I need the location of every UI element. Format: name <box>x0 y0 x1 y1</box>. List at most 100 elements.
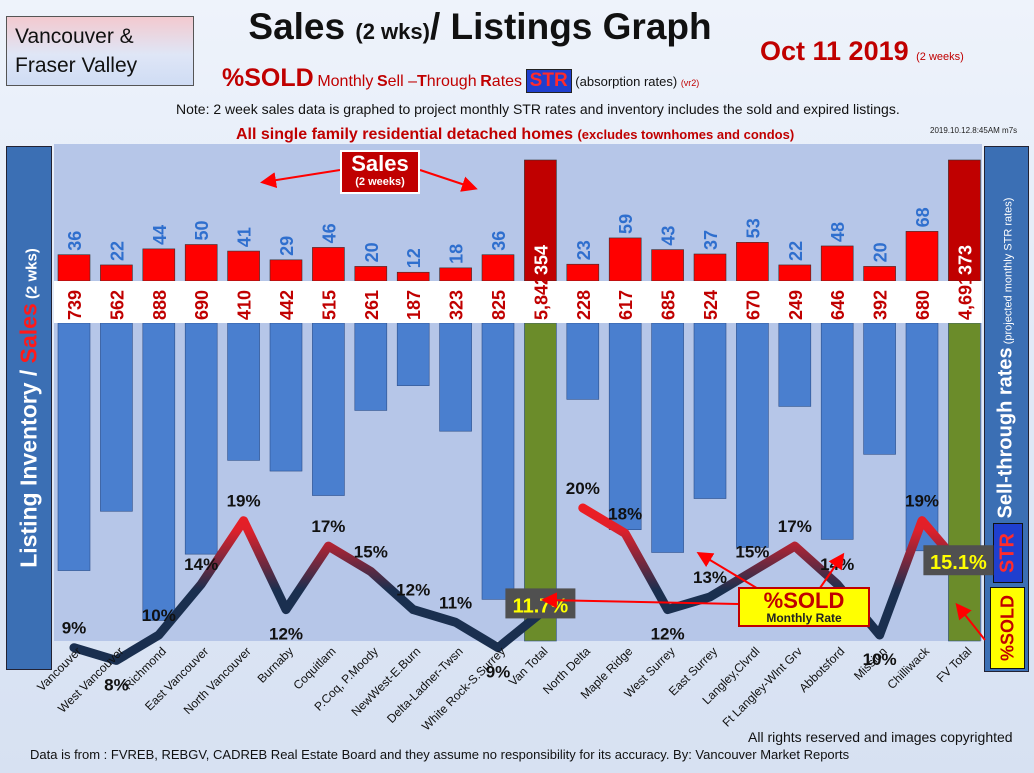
sold-percent-label: 9% <box>62 619 87 638</box>
labels-layer: 36 739 22 562 44 888 50 690 41 410 29 442 46 515 20 261… <box>62 207 994 694</box>
sold-percent-label: 12% <box>269 625 303 644</box>
copyright-notice: All rights reserved and images copyright… <box>748 729 1013 745</box>
sold-tag: %SOLD <box>990 587 1025 669</box>
inventory-bar <box>57 322 91 571</box>
inventory-bar <box>269 322 303 472</box>
sales-bar <box>566 263 600 282</box>
sales-callout: Sales (2 weeks) <box>340 150 420 194</box>
scope-note: All single family residential detached h… <box>236 126 794 144</box>
left-axis-panel <box>6 146 52 670</box>
sales-value-label: 373 <box>955 245 975 275</box>
subtitle-t: T <box>417 73 427 90</box>
sold-line-layer <box>69 503 969 665</box>
region-line-2: Fraser Valley <box>15 54 138 77</box>
inventory-value-label: 4,691 <box>955 275 975 320</box>
sales-value-label: 50 <box>192 220 212 240</box>
str-tag: STR <box>993 523 1023 583</box>
sold-percent-label: 19% <box>905 492 939 511</box>
sold-arrow-mission <box>819 552 845 589</box>
sales-bar <box>651 249 684 282</box>
sales-value-label: 18 <box>447 244 467 264</box>
inventory-value-label: 690 <box>192 290 212 320</box>
sold-percent-label: 13% <box>693 568 727 587</box>
subtitle-ell: ell – <box>387 73 417 90</box>
inventory-value-label: 562 <box>107 290 127 320</box>
sales-value-label: 12 <box>404 248 424 268</box>
sales-bar <box>481 254 515 282</box>
sales-value-label: 29 <box>277 236 297 256</box>
sales-bar <box>57 254 91 282</box>
sold-percent-label: 10% <box>863 650 897 669</box>
sold-percent-label: 12% <box>396 581 430 600</box>
sales-callout-sub: (2 weeks) <box>355 176 405 188</box>
inventory-bar <box>566 322 600 400</box>
sales-bar <box>184 244 218 282</box>
inventory-value-label: 888 <box>150 290 170 320</box>
scope-note-main: All single family residential detached h… <box>236 126 573 143</box>
sold-arrow-west-surrey <box>696 551 761 591</box>
sales-arrow-left <box>260 169 341 189</box>
sold-percent-label: 14% <box>184 555 218 574</box>
sales-bar <box>736 242 769 282</box>
sold-line-fraser-valley <box>578 503 969 640</box>
sales-value-label: 48 <box>828 222 848 242</box>
subtitle-absorption: (absorption rates) <box>575 74 678 89</box>
sold-arrow-van-total <box>541 592 739 609</box>
subtitle-monthly: Monthly <box>317 73 374 90</box>
subtitle-version: (vr2) <box>680 78 700 88</box>
inventory-value-label: 392 <box>871 290 891 320</box>
sales-bar <box>100 264 133 282</box>
inventory-bar <box>608 322 642 530</box>
sales-value-label: 23 <box>574 240 594 260</box>
inventory-value-label: 410 <box>235 290 255 320</box>
sold-callout-sub: Monthly Rate <box>766 611 842 625</box>
sold-percent-label: 20% <box>566 479 600 498</box>
sales-value-label: 354 <box>531 245 551 275</box>
sales-bar <box>863 266 896 282</box>
source-note: Data is from : FVREB, REBGV, CADREB Real… <box>30 747 850 762</box>
category-label: FV Total <box>934 644 975 685</box>
subtitle-ates: ates <box>491 73 523 90</box>
sales-bar <box>227 250 260 282</box>
subtitle-hrough: hrough <box>426 73 477 90</box>
sold-percent-label: 18% <box>608 504 642 523</box>
sold-callout: %SOLD Monthly Rate <box>738 587 870 627</box>
sales-bar <box>396 271 430 282</box>
subtitle-sold: %SOLD <box>222 64 314 92</box>
sales-value-label: 44 <box>150 225 170 245</box>
title-main: Sales <box>248 6 346 47</box>
inventory-value-label: 646 <box>828 290 848 320</box>
chart-title: Sales (2 wks)/ Listings Graph <box>200 6 760 48</box>
report-date: Oct 11 2019 (2 weeks) <box>760 36 964 67</box>
inventory-value-label: 617 <box>616 290 636 320</box>
sales-value-label: 68 <box>913 207 933 227</box>
category-label: Abbotsford <box>796 644 847 695</box>
subtitle-str-badge: STR <box>525 69 572 93</box>
total-sold-label: 11.7% <box>513 595 569 617</box>
inventory-value-label: 249 <box>786 290 806 320</box>
inventory-bar <box>439 322 472 432</box>
sales-bar <box>142 248 176 282</box>
inventory-bar <box>736 322 769 548</box>
total-sold-box <box>505 588 576 619</box>
inventory-value-label: 739 <box>65 290 85 320</box>
sales-value-label: 59 <box>616 214 636 234</box>
sales-bar <box>608 237 642 282</box>
sales-bar <box>778 264 812 282</box>
sales-bar <box>269 259 303 282</box>
sales-value-label: 20 <box>362 242 382 262</box>
inventory-bar <box>905 322 939 552</box>
inventory-value-label: 442 <box>277 290 297 320</box>
inventory-bar <box>312 322 345 496</box>
inventory-band <box>54 281 982 323</box>
inventory-value-label: 228 <box>574 290 594 320</box>
inventory-value-label: 670 <box>743 290 763 320</box>
inventory-bar <box>820 322 854 540</box>
sales-bar <box>354 266 388 282</box>
timestamp: 2019.10.12.8:45AM m7s <box>930 126 1018 135</box>
sales-arrow-right <box>419 169 478 192</box>
sales-bar <box>820 245 854 282</box>
sold-percent-label: 15% <box>735 543 769 562</box>
bars-layer <box>57 159 981 642</box>
sold-percent-label: 17% <box>311 517 345 536</box>
